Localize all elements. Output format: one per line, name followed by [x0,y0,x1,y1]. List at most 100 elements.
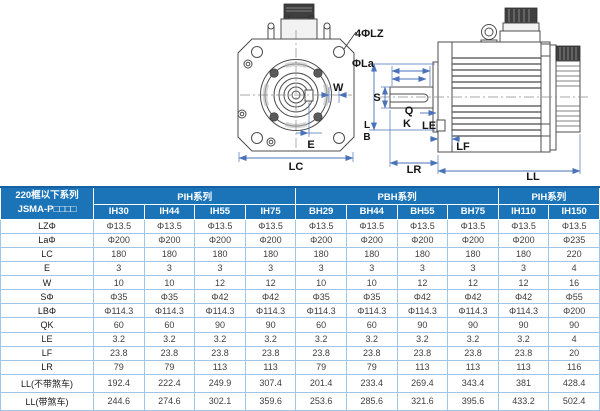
table-row: SΦ Φ35 Φ35 Φ42 Φ42 Φ35 Φ35 Φ42 Φ42 Φ42 Φ55 [0,289,600,305]
dimension-value-cell: 23.8 [244,345,297,361]
dimension-row-label: QK [0,317,94,333]
dimension-value-cell: Φ200 [447,232,499,248]
dimension-value-cell: 343.4 [447,373,499,393]
dimension-row-label: SΦ [0,289,94,305]
dim-label-w: W [333,82,344,94]
dimension-value-cell: Φ114.3 [295,303,347,319]
dimension-value-cell: Φ42 [244,289,297,305]
series-group-header: PBH系列 [295,186,499,205]
dimension-value-cell: 113 [497,359,550,375]
dimension-value-cell: 321.6 [396,391,449,411]
dimension-value-cell: 90 [548,317,600,333]
dimension-value-cell: Φ200 [497,232,550,248]
dimension-value-cell: 180 [295,246,347,262]
dimension-value-cell: Φ114.3 [497,303,550,319]
dimension-value-cell: 307.4 [244,373,297,393]
dimension-row-label: LR [0,359,94,375]
dimension-value-cell: 381 [497,373,550,393]
dimension-value-cell: Φ114.3 [345,303,398,319]
model-column-header-IH55: IH55 [194,203,246,220]
dim-label-4lz: 4ΦLZ [355,28,384,40]
dimension-value-cell: 3.2 [497,331,550,347]
dimension-value-cell: 395.6 [447,391,499,411]
dimension-value-cell: 285.6 [345,391,398,411]
dimension-value-cell: 23.8 [396,345,449,361]
dimension-value-cell: Φ235 [548,232,600,248]
dimension-row-label: LL(不带煞车) [0,373,94,393]
dimension-value-cell: 253.6 [295,391,347,411]
dimension-value-cell: 23.8 [143,345,196,361]
dimension-value-cell: 3.2 [194,331,246,347]
dimension-row-label: LBΦ [0,303,94,319]
dimension-value-cell: 222.4 [143,373,196,393]
table-row: LZΦ Φ13.5 Φ13.5 Φ13.5 Φ13.5 Φ13.5 Φ13.5 Φ13.5 Φ1… [0,218,600,234]
dim-label-q: Q [405,105,414,117]
dimension-value-cell: 180 [497,246,550,262]
dimension-value-cell: 3 [396,260,449,277]
series-group-header: PIH系列 [92,186,297,205]
dimension-value-cell: 20 [548,345,600,361]
dimension-value-cell: Φ13.5 [497,218,550,234]
dimension-value-cell: 90 [396,317,449,333]
motor-front-view [237,3,357,162]
dimension-value-cell: Φ13.5 [143,218,196,234]
dimension-value-cell: 428.4 [548,373,600,393]
dim-label-ll: LL [526,171,540,183]
dimension-value-cell: 244.6 [93,391,145,411]
dim-label-le: LE [422,120,436,132]
table-row: LR 79 79 113 113 79 79 113 113 113 116 [0,359,600,375]
dimension-value-cell: 3 [143,260,196,277]
dimension-value-cell: Φ13.5 [345,218,398,234]
dimension-value-cell: Φ200 [345,232,398,248]
dimension-value-cell: 3.2 [93,331,145,347]
series-group-header: PIH系列 [497,186,600,205]
motor-side-view [369,7,588,174]
front-connector [280,3,318,40]
dimension-value-cell: 3.2 [447,331,499,347]
key-section [304,89,314,102]
dimension-value-cell: Φ13.5 [548,218,600,234]
dimension-value-cell: 502.4 [548,391,600,411]
dimension-value-cell: 10 [143,274,196,291]
dim-label-la: ΦLa [352,58,375,70]
model-column-header-BH44: BH44 [345,203,398,220]
table-row: LaΦ Φ200 Φ200 Φ200 Φ200 Φ200 Φ200 Φ200 Φ200 Φ200 Φ… [0,232,600,248]
spec-table: 220框以下系列 JSMA-P□□□□ PIH系列 PBH系列 PIH系列 IH30 IH4… [0,186,600,411]
dimension-value-cell: 79 [295,359,347,375]
side-connector [499,7,541,43]
table-row: LL(不带煞车) 192.4 222.4 249.9 307.4 201.4 233.4 26… [0,373,600,393]
table-row: LF 23.8 23.8 23.8 23.8 23.8 23.8 23.8 23.8 23.8 20 [0,345,600,361]
dimension-value-cell: Φ200 [548,303,600,319]
dimension-value-cell: 23.8 [93,345,145,361]
dimension-value-cell: 180 [447,246,499,262]
model-column-header-IH110: IH110 [497,203,550,220]
dimension-value-cell: 220 [548,246,600,262]
dim-label-k: K [403,118,411,130]
dimension-value-cell: 12 [497,274,550,291]
dimension-value-cell: 16 [548,274,600,291]
dimension-value-cell: Φ114.3 [447,303,499,319]
model-column-header-BH55: BH55 [396,203,449,220]
dimension-value-cell: 79 [93,359,145,375]
model-column-header-IH75: IH75 [244,203,297,220]
dimension-value-cell: Φ114.3 [194,303,246,319]
model-column-header-IH44: IH44 [143,203,196,220]
dimension-value-cell: 79 [143,359,196,375]
dimension-row-label: LL(带煞车) [0,391,94,411]
dimension-value-cell: 302.1 [194,391,246,411]
dimension-value-cell: 23.8 [295,345,347,361]
dimension-value-cell: 192.4 [93,373,145,393]
dimension-value-cell: 23.8 [497,345,550,361]
dimension-value-cell: 10 [295,274,347,291]
dimension-value-cell: Φ200 [93,232,145,248]
dimension-value-cell: 180 [396,246,449,262]
dimension-row-label: E [0,260,94,277]
dimension-value-cell: 233.4 [345,373,398,393]
dimension-value-cell: Φ13.5 [194,218,246,234]
dimension-value-cell: Φ35 [143,289,196,305]
dimension-value-cell: Φ114.3 [244,303,297,319]
table-row: LL(带煞车) 244.6 274.6 302.1 359.6 253.6 285.6 321… [0,391,600,411]
dimension-value-cell: Φ13.5 [93,218,145,234]
dimension-value-cell: Φ114.3 [93,303,145,319]
